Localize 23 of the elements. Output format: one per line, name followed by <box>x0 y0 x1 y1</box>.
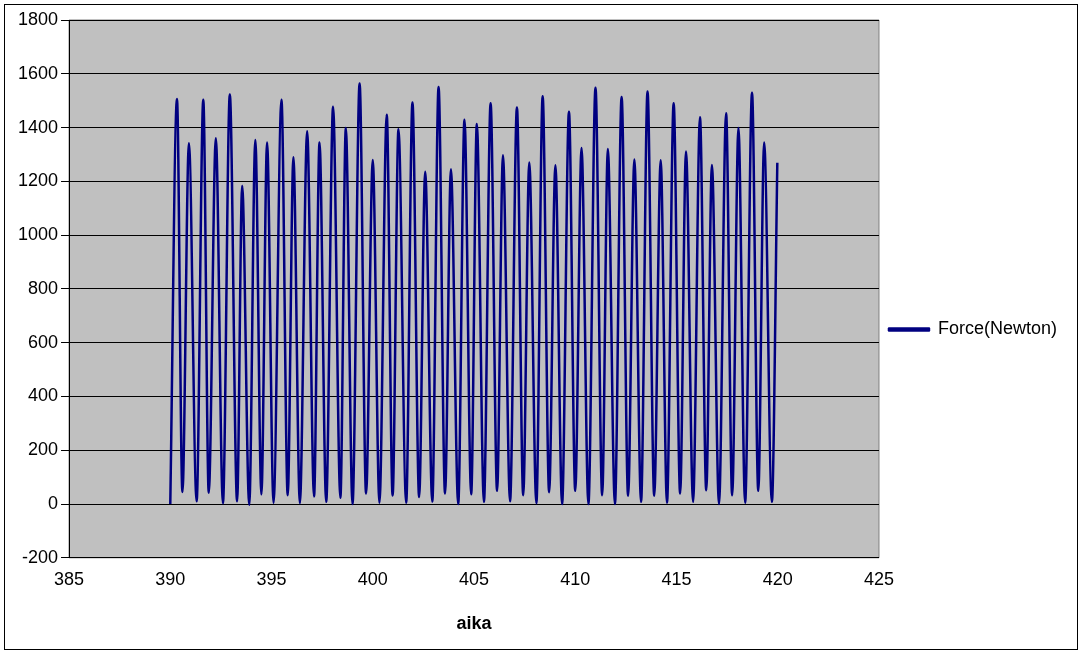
legend-label: Force(Newton) <box>937 318 1057 339</box>
y-tick-label: 600 <box>28 331 59 352</box>
x-tick-label: 405 <box>458 568 490 589</box>
x-tick-label: 425 <box>863 568 894 589</box>
x-tick-label: 400 <box>357 568 388 589</box>
x-tick-label: 385 <box>54 568 85 589</box>
x-tick-label: 420 <box>762 568 793 589</box>
y-tick-label: 0 <box>48 492 59 513</box>
x-axis-title: aika <box>456 613 493 634</box>
x-tick-label: 395 <box>256 568 287 589</box>
y-tick-label: -200 <box>22 546 59 567</box>
y-tick-label: 1600 <box>18 62 59 83</box>
y-tick-label: 1400 <box>18 116 59 137</box>
x-tick-label: 390 <box>155 568 186 589</box>
y-tick-label: 1800 <box>18 8 59 29</box>
y-tick-label: 200 <box>28 439 59 460</box>
x-tick-label: 415 <box>661 568 692 589</box>
y-tick-label: 1200 <box>18 170 59 191</box>
x-tick-label: 410 <box>560 568 591 589</box>
y-tick-label: 400 <box>28 385 59 406</box>
y-tick-label: 800 <box>28 277 59 298</box>
y-tick-label: 1000 <box>18 224 59 245</box>
line-series <box>169 82 779 507</box>
